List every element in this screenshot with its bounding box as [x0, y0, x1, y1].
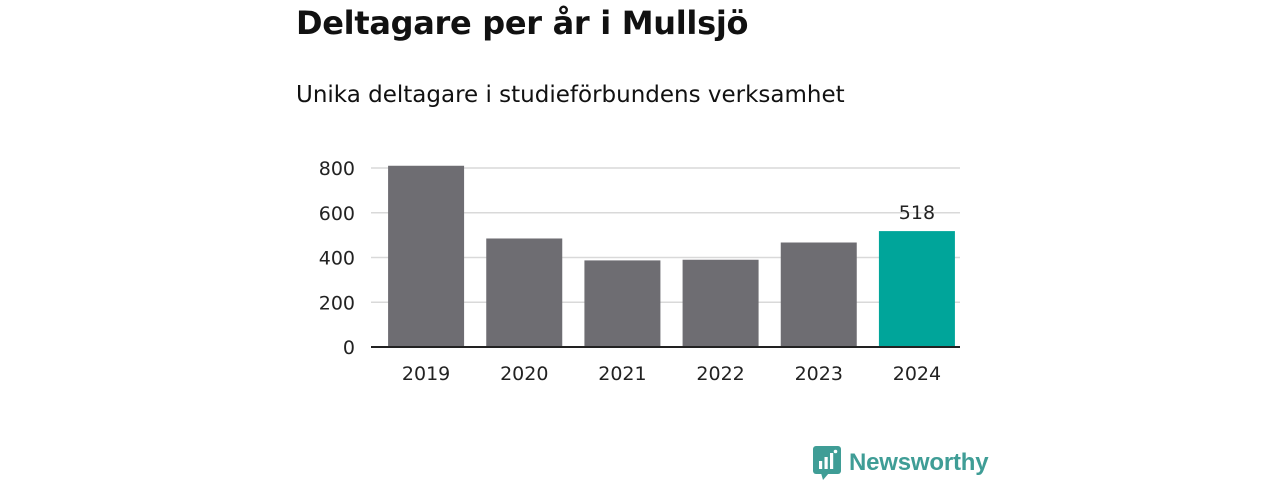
newsworthy-logo-icon [813, 446, 841, 480]
x-tick-label: 2019 [402, 363, 450, 385]
logo-text: Newsworthy [849, 449, 989, 476]
x-tick-label: 2024 [893, 363, 941, 385]
y-tick-label: 200 [319, 292, 355, 314]
y-tick-label: 0 [343, 337, 355, 359]
x-tick-label: 2021 [598, 363, 646, 385]
bar-2020 [486, 238, 563, 347]
x-tick-label: 2023 [795, 363, 843, 385]
chart-title: Deltagare per år i Mullsjö [296, 4, 749, 42]
bar-2021 [584, 260, 661, 347]
y-tick-label: 800 [319, 158, 355, 180]
y-tick-label: 600 [319, 203, 355, 225]
x-tick-label: 2020 [500, 363, 548, 385]
x-tick-label: 2022 [696, 363, 744, 385]
bar-chart: 0 200 400 600 800 2019 2020 2021 2022 2023 2024 518 [319, 158, 960, 385]
bar-2024 [878, 231, 955, 347]
chart-subtitle: Unika deltagare i studieförbundens verks… [296, 82, 845, 108]
data-label: 518 [899, 202, 935, 224]
bar-2022 [682, 259, 759, 347]
newsworthy-logo[interactable]: Newsworthy [813, 446, 989, 480]
y-tick-label: 400 [319, 248, 355, 270]
bar-2023 [780, 242, 857, 347]
bar-2019 [388, 165, 465, 347]
